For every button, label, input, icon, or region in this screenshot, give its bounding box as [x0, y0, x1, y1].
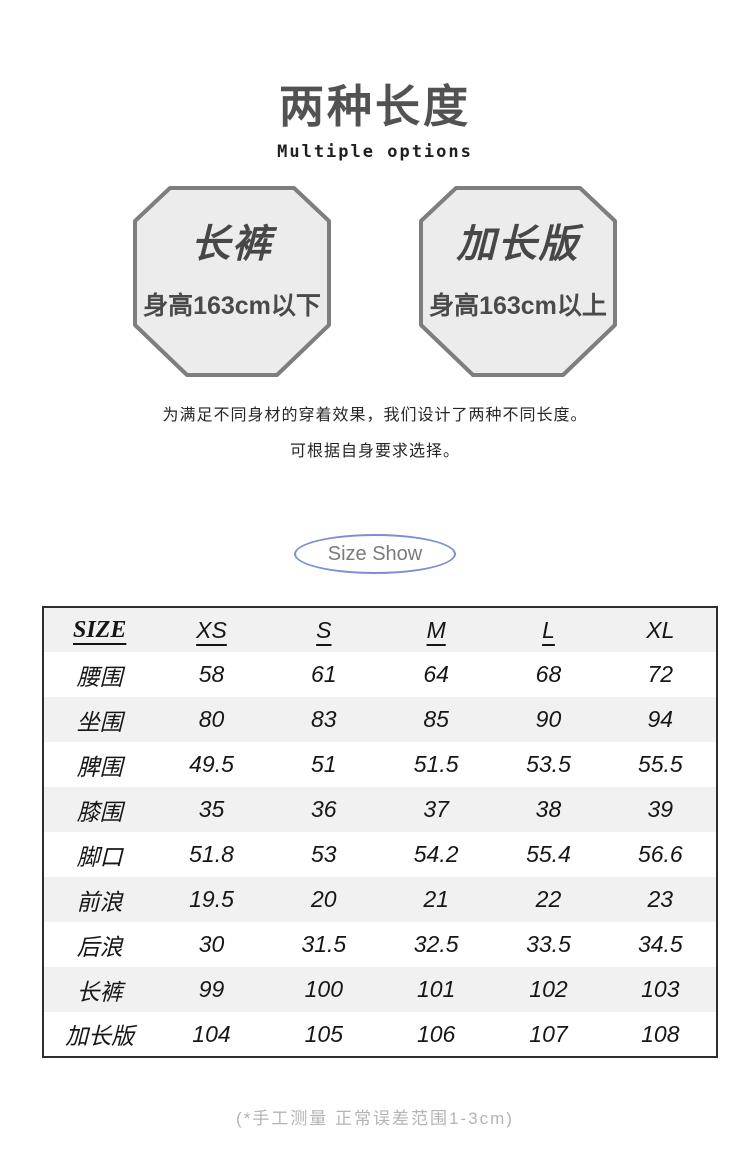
- size-value-cell: 31.5: [301, 931, 347, 957]
- size-value-cell: 33.5: [526, 931, 571, 957]
- size-value-cell: 51.5: [413, 751, 459, 777]
- row-label-cell: 膝围: [76, 798, 123, 825]
- size-value-cell: 106: [416, 1020, 456, 1047]
- size-table-row: 加长版 104 105 106 107 108: [43, 1012, 717, 1057]
- size-value-cell: 38: [535, 796, 562, 822]
- size-table-row: 膝围 35 36 37 38 39: [43, 787, 717, 832]
- row-label-cell: 加长版: [65, 1023, 135, 1049]
- row-label-cell: 后浪: [76, 933, 123, 960]
- size-table-head: SIZE XS S M L XL: [43, 607, 717, 652]
- option-title: 长裤: [190, 223, 273, 266]
- option-desc: 身高163cm以下: [143, 292, 321, 320]
- size-value-cell: 101: [416, 976, 456, 1002]
- octagon-shape-icon: [133, 186, 331, 377]
- size-value-cell: 51: [311, 751, 337, 777]
- row-label-cell: 脚口: [76, 843, 123, 870]
- size-value-cell: 107: [529, 1020, 568, 1047]
- size-table-header-size: SIZE: [72, 616, 127, 643]
- size-show-badge: Size Show: [294, 534, 456, 574]
- size-value-cell: 55.4: [526, 841, 571, 867]
- option-badge-long-pants: 长裤 身高163cm以下: [132, 185, 332, 380]
- measurement-note: (*手工测量 正常误差范围1-3cm): [236, 1109, 514, 1128]
- size-value-cell: 30: [198, 931, 225, 957]
- size-value-cell: 54.2: [413, 841, 459, 867]
- size-value-cell: 20: [311, 886, 337, 912]
- size-value-cell: 99: [198, 976, 225, 1002]
- size-value-cell: 90: [535, 706, 562, 732]
- size-value-cell: 34.5: [637, 931, 683, 957]
- size-table-row: 脚口 51.8 53 54.2 55.4 56.6: [43, 832, 717, 877]
- size-value-cell: 64: [423, 661, 449, 687]
- size-table: SIZE XS S M L XL 腰围 58 61 64 68 72 坐围 80 83 85 90 94 脾围 49…: [42, 606, 718, 1058]
- intro-text: 为满足不同身材的穿着效果，我们设计了两种不同长度。 可根据自身要求选择。: [0, 398, 750, 470]
- size-value-cell: 35: [198, 796, 225, 822]
- option-title: 加长版: [456, 223, 580, 266]
- size-value-cell: 39: [647, 796, 674, 822]
- size-value-cell: 22: [535, 886, 562, 912]
- size-value-cell: 80: [198, 706, 225, 732]
- size-value-cell: 55.5: [637, 751, 683, 777]
- size-value-cell: 53.5: [526, 751, 571, 777]
- size-value-cell: 58: [198, 661, 225, 687]
- size-value-cell: 72: [647, 661, 674, 687]
- row-label-cell: 长裤: [76, 978, 123, 1005]
- size-table-header-m: M: [426, 616, 446, 643]
- size-value-cell: 19.5: [189, 886, 234, 912]
- size-value-cell: 37: [423, 796, 449, 822]
- size-value-cell: 49.5: [189, 751, 234, 777]
- size-value-cell: 94: [647, 706, 674, 732]
- size-value-cell: 102: [529, 976, 568, 1002]
- size-value-cell: 104: [192, 1020, 231, 1047]
- size-value-cell: 32.5: [413, 931, 459, 957]
- size-table-row: 脾围 49.5 51 51.5 53.5 55.5: [43, 742, 717, 787]
- size-value-cell: 68: [535, 661, 562, 687]
- size-value-cell: 56.6: [637, 841, 683, 867]
- row-label-cell: 前浪: [76, 888, 123, 915]
- option-content: 长裤 身高163cm以下: [132, 185, 332, 380]
- size-table-body: 腰围 58 61 64 68 72 坐围 80 83 85 90 94 脾围 49.5 51 51.5 53.5…: [43, 652, 717, 1057]
- page-title: 两种长度: [278, 81, 471, 132]
- intro-line-2: 可根据自身要求选择。: [289, 443, 460, 460]
- option-content: 加长版 身高163cm以上: [418, 185, 618, 380]
- size-value-cell: 21: [423, 886, 449, 912]
- size-value-cell: 100: [304, 976, 343, 1002]
- size-table-header-s: S: [316, 616, 332, 643]
- size-table-row: 腰围 58 61 64 68 72: [43, 652, 717, 697]
- size-table-row: 长裤 99 100 101 102 103: [43, 967, 717, 1012]
- size-value-cell: 23: [647, 886, 674, 912]
- size-table-row: 前浪 19.5 20 21 22 23: [43, 877, 717, 922]
- size-value-cell: 36: [311, 796, 337, 822]
- size-table-row: 后浪 30 31.5 32.5 33.5 34.5: [43, 922, 717, 967]
- option-badge-extended: 加长版 身高163cm以上: [418, 185, 618, 380]
- size-value-cell: 105: [304, 1020, 343, 1047]
- size-value-cell: 85: [423, 706, 449, 732]
- intro-line-1: 为满足不同身材的穿着效果，我们设计了两种不同长度。: [162, 407, 588, 424]
- length-options: 长裤 身高163cm以下 加长版 身高163cm以上: [0, 185, 750, 380]
- size-show-label: Size Show: [327, 542, 423, 565]
- octagon-shape-icon: [419, 186, 617, 377]
- size-table-row: 坐围 80 83 85 90 94: [43, 697, 717, 742]
- row-label-cell: 腰围: [76, 663, 123, 690]
- option-desc: 身高163cm以上: [429, 292, 607, 320]
- size-value-cell: 108: [641, 1020, 680, 1047]
- row-label-cell: 坐围: [76, 708, 123, 735]
- size-value-cell: 83: [311, 706, 337, 732]
- size-table-header-xs: XS: [196, 616, 227, 643]
- size-table-header-xl: XL: [646, 616, 675, 643]
- row-label-cell: 脾围: [76, 753, 123, 780]
- size-value-cell: 103: [641, 976, 680, 1002]
- size-table-head-row: SIZE XS S M L XL: [43, 607, 717, 652]
- size-value-cell: 51.8: [189, 841, 234, 867]
- page-subtitle: Multiple options: [277, 142, 473, 162]
- size-value-cell: 61: [311, 661, 337, 687]
- size-table-header-l: L: [542, 616, 555, 643]
- size-value-cell: 53: [311, 841, 337, 867]
